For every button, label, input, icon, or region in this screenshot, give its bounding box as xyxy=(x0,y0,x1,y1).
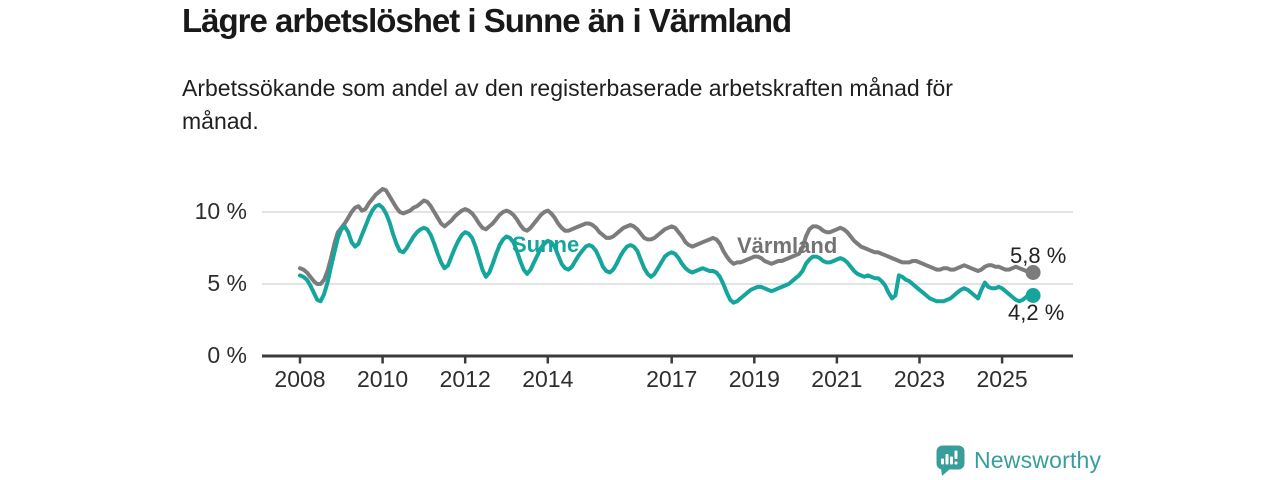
x-axis-label-2021: 2021 xyxy=(811,366,863,392)
newsworthy-logo-text: Newsworthy xyxy=(974,447,1102,473)
varmland-end-value: 5,8 % xyxy=(1010,243,1067,268)
sunne-line xyxy=(298,202,1036,305)
x-axis-label-2017: 2017 xyxy=(646,366,698,392)
x-axis xyxy=(262,354,1073,364)
x-axis-label-2023: 2023 xyxy=(893,366,946,392)
x-axis-label-2014: 2014 xyxy=(522,366,574,392)
newsworthy-logo: Newsworthy xyxy=(936,445,1101,476)
vrmland-line xyxy=(298,187,1036,286)
varmland-series-label: Värmland xyxy=(737,233,838,258)
x-axis-label-2010: 2010 xyxy=(357,366,409,392)
x-axis-label-2008: 2008 xyxy=(274,366,326,392)
x-axis-label-2012: 2012 xyxy=(439,366,491,392)
sunne-series-label: Sunne xyxy=(512,232,580,257)
chart-title: Lägre arbetslöshet i Sunne än i Värmland xyxy=(182,2,792,39)
y-axis-label-5: 5 % xyxy=(207,270,247,296)
series-lines xyxy=(298,187,1041,305)
y-axis-label-0: 0 % xyxy=(207,342,247,368)
y-axis-label-10: 10 % xyxy=(194,198,247,224)
bar-chart-bubble-icon xyxy=(936,445,965,476)
vrmland-end-dot xyxy=(1025,265,1041,280)
x-axis-label-2019: 2019 xyxy=(728,366,780,392)
chart-subtitle: Arbetssökande som andel av den registerb… xyxy=(182,75,953,134)
x-axis-label-2025: 2025 xyxy=(976,366,1028,392)
sunne-end-value: 4,2 % xyxy=(1008,300,1065,325)
gridlines xyxy=(262,211,1073,285)
sunne-end-dot xyxy=(1025,288,1041,303)
